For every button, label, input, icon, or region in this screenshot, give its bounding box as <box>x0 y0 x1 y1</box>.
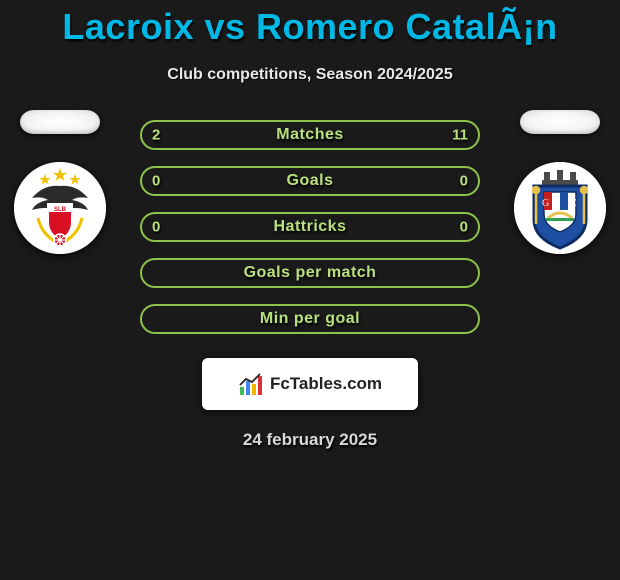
right-club-crest: G C <box>514 162 606 254</box>
stat-right-value: 0 <box>460 173 468 190</box>
stat-row-goals: 0 Goals 0 <box>140 166 480 196</box>
fctables-logo-icon <box>238 371 264 397</box>
stat-row-goals-per-match: Goals per match <box>140 258 480 288</box>
stat-label: Hattricks <box>274 218 347 236</box>
brand-text: FcTables.com <box>270 374 382 394</box>
stat-left-value: 2 <box>152 127 160 144</box>
stat-right-value: 11 <box>452 127 468 144</box>
stat-row-matches: 2 Matches 11 <box>140 120 480 150</box>
right-player-name-pill <box>520 110 600 134</box>
stat-row-hattricks: 0 Hattricks 0 <box>140 212 480 242</box>
right-player-column: G C <box>500 110 620 254</box>
chaves-crest-icon: G C <box>514 162 606 254</box>
stat-label: Min per goal <box>260 310 360 328</box>
stat-right-value: 0 <box>460 219 468 236</box>
stat-left-value: 0 <box>152 173 160 190</box>
stat-left-value: 0 <box>152 219 160 236</box>
footer-date: 24 february 2025 <box>0 430 620 450</box>
page-title: Lacroix vs Romero CatalÃ¡n <box>0 0 620 48</box>
svg-text:SLB: SLB <box>54 207 67 213</box>
svg-text:G: G <box>542 198 549 209</box>
left-club-crest: SLB <box>14 162 106 254</box>
stat-label: Goals <box>287 172 334 190</box>
stat-label: Matches <box>276 126 344 144</box>
svg-text:C: C <box>570 198 577 209</box>
left-player-column: SLB <box>0 110 120 254</box>
brand-card: FcTables.com <box>202 358 418 410</box>
stat-label: Goals per match <box>244 264 377 282</box>
left-player-name-pill <box>20 110 100 134</box>
stat-row-min-per-goal: Min per goal <box>140 304 480 334</box>
page-subtitle: Club competitions, Season 2024/2025 <box>0 66 620 84</box>
benfica-crest-icon: SLB <box>14 162 106 254</box>
